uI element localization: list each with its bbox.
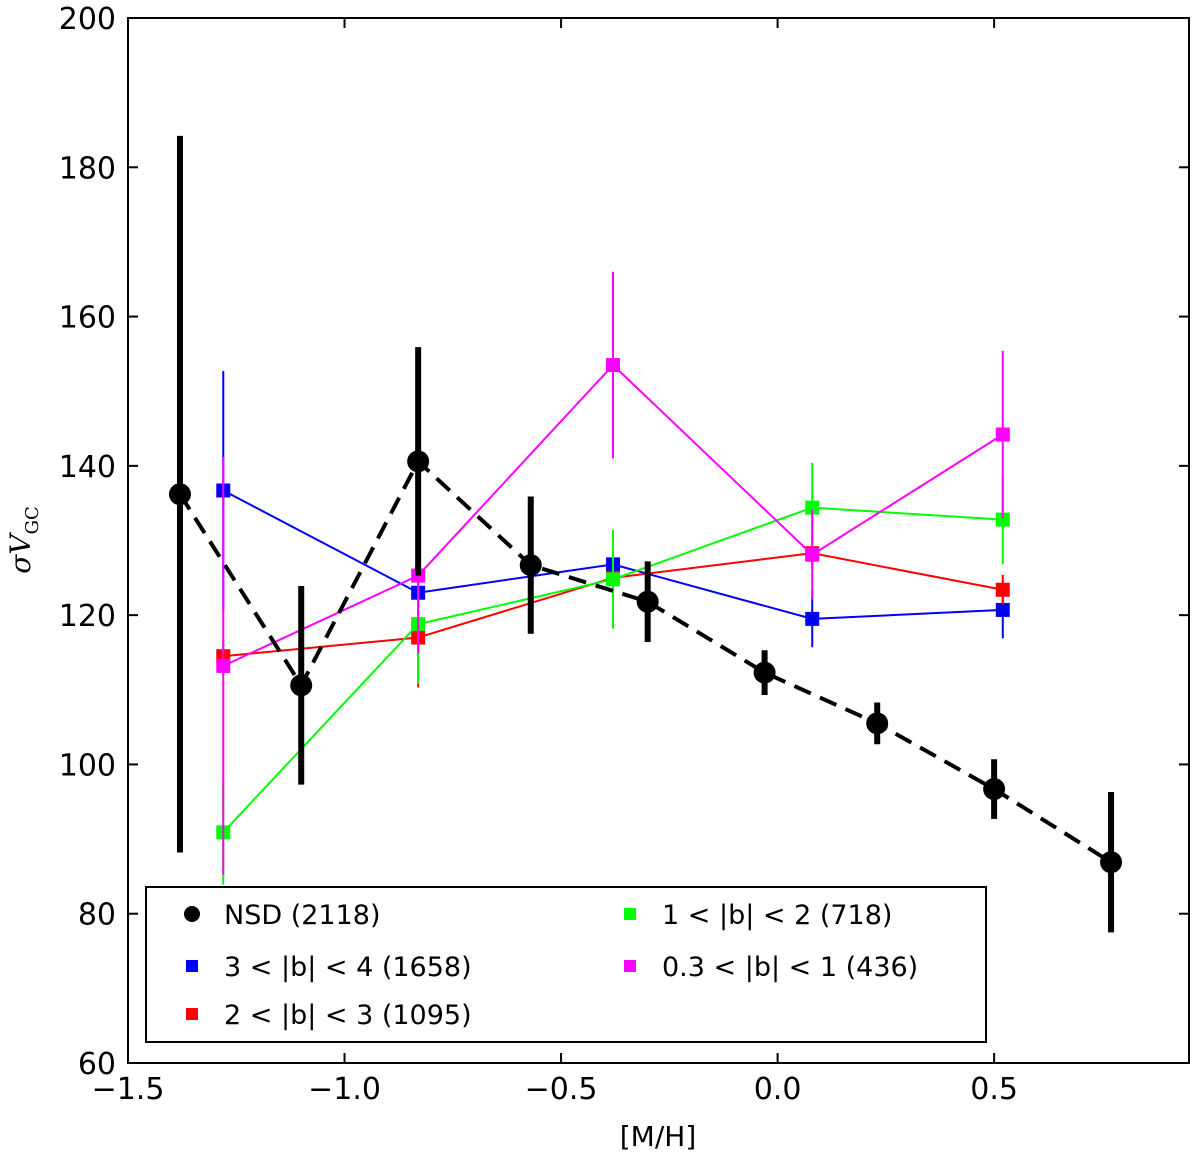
y-tick-label: 180 [59,151,116,186]
tick-labels: −1.5 −1.0 −0.5 0.0 0.5 60 80 100 120 140 160 180 200 [59,2,1018,1107]
legend-label-nsd: NSD (2118) [224,900,381,931]
plot-frame [127,17,1190,1064]
y-tick-label: 160 [59,301,116,336]
y-tick-label: 80 [78,898,116,933]
y-tick-label: 100 [59,748,116,783]
legend-box [145,886,987,1043]
series-0-line [178,458,1113,864]
series-4-point [995,427,1010,442]
x-axis-label: [M/H] [620,1120,697,1153]
legend-marker-nsd [184,906,200,922]
y-axis-label-sub: GC [22,506,43,534]
legend-label-b2-3: 2 < |b| < 3 (1095) [224,1000,472,1031]
y-axis-label: σVGC [4,506,43,574]
legend-label-b3-4: 3 < |b| < 4 (1658) [224,952,472,983]
series-3-point [995,512,1010,527]
legend-marker-b3-4 [186,960,198,972]
series-0 [168,135,1123,933]
series-1-point [805,611,820,626]
series-4-point [216,658,231,673]
series-1-point [995,602,1010,617]
series-0-point [407,450,430,473]
series-4-point [606,358,621,373]
legend-label-b1-2: 1 < |b| < 2 (718) [662,900,892,931]
svg-text:σVGC: σVGC [4,506,43,574]
series-0-point [636,590,659,613]
y-tick-label: 120 [59,599,116,634]
series-0-point [983,778,1006,801]
legend-marker-b1-2 [624,908,636,920]
series-3-point [606,572,621,587]
series-0-point [290,674,313,697]
y-tick-label: 200 [59,2,116,37]
series-0-point [753,661,776,684]
series-4-point [805,547,820,562]
series-0-point [866,712,889,735]
x-tick-label: −1.0 [308,1072,381,1107]
x-tick-label: −1.5 [92,1072,165,1107]
series-2-point [995,582,1010,597]
series-0-point [168,483,191,506]
series-0-point [1100,851,1123,874]
series-layer [168,135,1123,933]
legend-marker-b2-3 [186,1008,198,1020]
x-tick-label: 0.5 [970,1072,1018,1107]
y-tick-label: 140 [59,450,116,485]
y-tick-label: 60 [78,1047,116,1082]
x-tick-label: −0.5 [525,1072,598,1107]
legend-label-b03-1: 0.3 < |b| < 1 (436) [662,952,918,983]
series-3-point [805,500,820,515]
x-tick-label: 0.0 [754,1072,802,1107]
legend-marker-b03-1 [624,960,636,972]
series-0-point [519,554,542,577]
y-axis-label-main: σV [4,532,37,574]
legend: NSD (2118) 3 < |b| < 4 (1658) 2 < |b| < … [145,886,987,1043]
